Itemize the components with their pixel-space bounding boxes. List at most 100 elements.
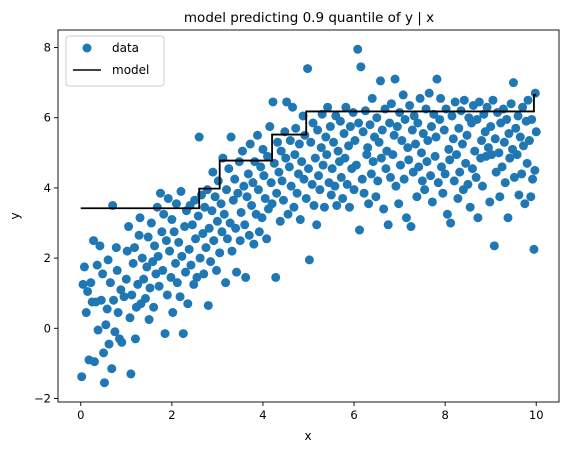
data-point-299 xyxy=(424,88,434,98)
data-point-187 xyxy=(297,157,307,167)
data-point-96 xyxy=(193,211,203,221)
legend-model-label: model xyxy=(112,63,149,77)
data-point-194 xyxy=(304,255,314,265)
data-point-33 xyxy=(119,292,129,302)
data-point-312 xyxy=(439,125,449,135)
data-point-97 xyxy=(194,132,204,142)
data-point-79 xyxy=(174,237,184,247)
data-point-0 xyxy=(77,372,87,382)
data-point-171 xyxy=(278,195,288,205)
data-point-82 xyxy=(177,251,187,261)
data-point-273 xyxy=(395,107,405,117)
data-point-21 xyxy=(104,339,114,349)
data-point-166 xyxy=(273,137,283,147)
data-point-92 xyxy=(189,279,199,289)
x-axis: 0 2 4 6 8 10 xyxy=(77,402,544,422)
data-point-81 xyxy=(176,186,186,196)
data-point-223 xyxy=(338,193,348,203)
data-point-6 xyxy=(86,278,96,288)
data-point-128 xyxy=(230,174,240,184)
data-point-110 xyxy=(209,236,219,246)
data-point-257 xyxy=(376,153,386,163)
data-point-4 xyxy=(83,286,93,296)
data-point-252 xyxy=(371,192,381,202)
data-point-188 xyxy=(298,111,308,121)
data-point-236 xyxy=(353,44,363,54)
data-point-234 xyxy=(350,136,360,146)
data-point-353 xyxy=(486,122,496,132)
data-point-78 xyxy=(172,278,182,288)
data-point-315 xyxy=(442,209,452,219)
data-point-58 xyxy=(150,241,160,251)
data-point-161 xyxy=(267,199,277,209)
data-point-346 xyxy=(477,181,487,191)
legend-data-label: data xyxy=(112,41,139,55)
data-point-381 xyxy=(518,102,528,112)
data-point-50 xyxy=(140,293,150,303)
data-point-185 xyxy=(294,139,304,149)
data-point-219 xyxy=(333,146,343,156)
data-point-356 xyxy=(489,241,499,251)
data-point-22 xyxy=(105,278,115,288)
data-point-320 xyxy=(448,134,458,144)
data-point-226 xyxy=(341,102,351,112)
data-point-361 xyxy=(495,192,505,202)
data-point-168 xyxy=(275,216,285,226)
data-point-206 xyxy=(318,160,328,170)
data-point-294 xyxy=(418,129,428,139)
data-point-48 xyxy=(137,253,147,263)
data-point-108 xyxy=(207,206,217,216)
data-point-182 xyxy=(291,123,301,133)
data-point-369 xyxy=(504,129,514,139)
data-point-34 xyxy=(121,274,131,284)
data-point-330 xyxy=(459,95,469,105)
data-point-72 xyxy=(166,272,176,282)
data-point-74 xyxy=(168,308,178,318)
data-point-322 xyxy=(450,97,460,107)
data-point-179 xyxy=(288,102,298,112)
data-point-209 xyxy=(322,150,332,160)
data-point-150 xyxy=(254,227,264,237)
data-point-358 xyxy=(491,167,501,177)
data-point-210 xyxy=(323,102,333,112)
data-point-138 xyxy=(241,272,251,282)
data-point-324 xyxy=(453,193,463,203)
data-point-345 xyxy=(477,136,487,146)
x-tick-label: 4 xyxy=(259,408,266,422)
data-point-140 xyxy=(243,169,253,179)
data-point-277 xyxy=(399,174,409,184)
data-point-239 xyxy=(356,62,366,72)
data-point-287 xyxy=(411,139,421,149)
data-point-229 xyxy=(344,202,354,212)
data-point-19 xyxy=(102,304,112,314)
data-point-85 xyxy=(181,267,191,277)
data-point-84 xyxy=(180,222,190,232)
data-point-112 xyxy=(212,265,221,275)
data-point-129 xyxy=(231,223,241,233)
data-point-101 xyxy=(199,269,209,279)
data-point-333 xyxy=(463,179,473,189)
data-point-136 xyxy=(239,181,249,191)
data-point-269 xyxy=(390,74,400,84)
data-point-153 xyxy=(258,144,268,154)
data-point-290 xyxy=(414,162,424,172)
data-point-195 xyxy=(306,137,316,147)
data-point-23 xyxy=(107,364,117,374)
data-point-3 xyxy=(81,308,91,318)
data-point-174 xyxy=(282,97,292,107)
data-point-49 xyxy=(139,274,149,284)
data-point-332 xyxy=(462,130,472,140)
data-point-32 xyxy=(117,337,127,347)
data-point-91 xyxy=(187,220,197,230)
data-point-331 xyxy=(461,158,471,168)
legend-data-marker xyxy=(82,43,92,53)
data-point-87 xyxy=(183,299,193,309)
data-point-213 xyxy=(326,190,336,200)
data-point-377 xyxy=(513,111,523,121)
data-point-41 xyxy=(130,243,140,253)
data-point-66 xyxy=(159,209,169,219)
data-point-121 xyxy=(222,185,232,195)
data-point-57 xyxy=(149,302,159,312)
data-point-119 xyxy=(219,209,229,219)
data-point-335 xyxy=(465,202,475,212)
